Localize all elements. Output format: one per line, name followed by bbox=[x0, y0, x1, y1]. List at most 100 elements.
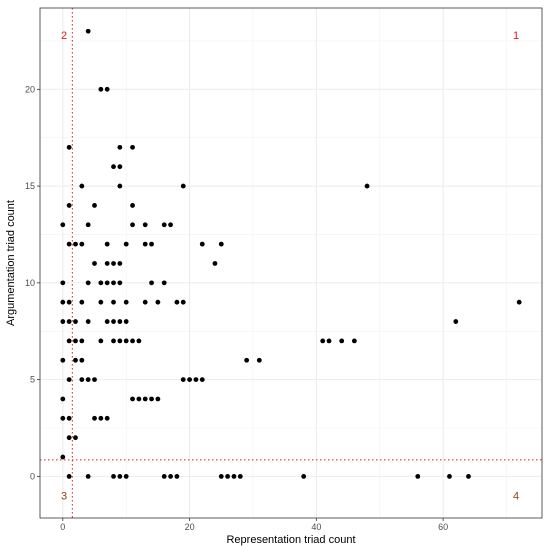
data-point bbox=[73, 319, 78, 324]
data-point bbox=[66, 338, 72, 344]
data-point bbox=[92, 415, 97, 421]
x-tick-label: 20 bbox=[185, 522, 195, 532]
data-point bbox=[155, 299, 161, 305]
data-point bbox=[111, 299, 116, 305]
quadrant-label: 1 bbox=[513, 30, 519, 42]
x-tick-label: 40 bbox=[311, 522, 321, 532]
data-point bbox=[79, 338, 85, 344]
data-point bbox=[98, 299, 104, 305]
data-point bbox=[180, 377, 186, 383]
data-point bbox=[237, 473, 243, 479]
data-point bbox=[111, 164, 116, 170]
data-point bbox=[168, 222, 173, 228]
y-axis-title: Argumentation triad count bbox=[5, 200, 17, 326]
data-point bbox=[60, 396, 66, 402]
data-point bbox=[142, 222, 148, 228]
data-point bbox=[117, 144, 123, 150]
data-point bbox=[98, 415, 104, 421]
y-tick-label: 0 bbox=[30, 471, 35, 481]
data-point bbox=[117, 319, 123, 324]
data-point bbox=[123, 241, 129, 247]
data-point bbox=[218, 473, 224, 479]
data-point bbox=[60, 222, 66, 228]
data-point bbox=[98, 86, 104, 92]
data-point bbox=[79, 241, 85, 247]
data-point bbox=[73, 357, 78, 363]
data-point bbox=[111, 280, 116, 286]
data-point bbox=[66, 319, 72, 324]
quadrant-label: 2 bbox=[61, 30, 67, 42]
data-point bbox=[66, 203, 72, 208]
data-point bbox=[73, 338, 78, 344]
data-point bbox=[244, 357, 250, 363]
data-point bbox=[111, 261, 116, 266]
data-point bbox=[123, 338, 129, 344]
data-point bbox=[66, 241, 72, 247]
panel-border bbox=[39, 7, 543, 519]
data-point bbox=[73, 241, 78, 247]
data-point bbox=[104, 319, 110, 324]
data-point bbox=[130, 203, 135, 208]
data-point bbox=[79, 377, 85, 383]
data-point bbox=[149, 396, 154, 402]
x-axis-title: Representation triad count bbox=[226, 534, 355, 546]
data-point bbox=[66, 144, 72, 150]
data-point bbox=[60, 319, 66, 324]
data-point bbox=[136, 396, 142, 402]
data-point bbox=[199, 377, 205, 383]
axis-ticks: 0 20 40 60 0 5 10 15 20 bbox=[25, 84, 448, 532]
data-point bbox=[104, 86, 110, 92]
data-point bbox=[117, 473, 123, 479]
data-point bbox=[104, 261, 110, 266]
quadrant-label: 4 bbox=[513, 491, 519, 503]
y-tick-label: 5 bbox=[30, 375, 35, 385]
data-point bbox=[174, 473, 180, 479]
data-point bbox=[155, 396, 161, 402]
data-point bbox=[136, 338, 142, 344]
data-point bbox=[339, 338, 345, 344]
data-point bbox=[130, 222, 135, 228]
data-point bbox=[225, 473, 231, 479]
data-point bbox=[66, 415, 72, 421]
data-point bbox=[66, 435, 72, 441]
data-point bbox=[79, 183, 85, 189]
data-point bbox=[117, 183, 123, 189]
data-point bbox=[364, 183, 370, 189]
data-point bbox=[180, 299, 186, 305]
data-point bbox=[447, 473, 452, 479]
data-point bbox=[79, 299, 85, 305]
y-tick-label: 10 bbox=[25, 278, 35, 288]
data-point bbox=[104, 241, 110, 247]
data-point bbox=[516, 299, 522, 305]
data-point bbox=[142, 241, 148, 247]
data-point bbox=[130, 338, 135, 344]
data-point bbox=[60, 299, 66, 305]
data-point bbox=[231, 473, 237, 479]
data-point bbox=[123, 299, 129, 305]
data-point bbox=[66, 299, 72, 305]
data-point bbox=[199, 241, 205, 247]
data-point bbox=[130, 396, 135, 402]
data-point bbox=[193, 377, 199, 383]
data-point bbox=[92, 377, 97, 383]
data-point bbox=[149, 280, 154, 286]
data-point bbox=[351, 338, 357, 344]
data-point bbox=[415, 473, 421, 479]
data-point bbox=[466, 473, 471, 479]
data-point bbox=[85, 473, 91, 479]
data-point bbox=[117, 338, 123, 344]
data-point bbox=[142, 396, 148, 402]
data-point bbox=[161, 280, 167, 286]
data-point bbox=[301, 473, 307, 479]
data-point bbox=[123, 319, 129, 324]
data-point bbox=[123, 473, 129, 479]
data-point bbox=[142, 299, 148, 305]
data-point bbox=[117, 164, 123, 170]
data-point bbox=[187, 377, 192, 383]
y-tick-label: 20 bbox=[25, 84, 35, 94]
data-point bbox=[111, 319, 116, 324]
data-point bbox=[73, 435, 78, 441]
data-point bbox=[326, 338, 332, 344]
data-point bbox=[98, 338, 104, 344]
